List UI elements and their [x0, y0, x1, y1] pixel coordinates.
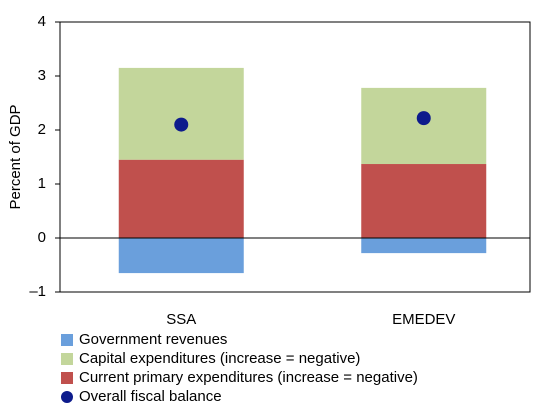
point	[416, 111, 431, 126]
bar-segment	[361, 164, 487, 238]
y-tick-label: –1	[29, 283, 46, 300]
y-tick-label: 3	[38, 67, 46, 84]
y-tick-label: 0	[38, 229, 46, 246]
legend-label: Overall fiscal balance	[79, 388, 222, 405]
bar-segment	[118, 67, 244, 160]
legend-label: Current primary expenditures (increase =…	[79, 369, 418, 386]
x-tick-label: EMEDEV	[392, 311, 455, 328]
bar-segment	[118, 238, 244, 274]
y-tick-label: 1	[38, 175, 46, 192]
x-tick-label: SSA	[166, 311, 196, 328]
y-tick-label: 2	[38, 121, 46, 138]
legend-swatch	[61, 391, 73, 403]
y-axis-label: Percent of GDP	[7, 104, 24, 209]
bar-segment	[361, 87, 487, 165]
bar-segment	[361, 238, 487, 254]
legend-label: Capital expenditures (increase = negativ…	[79, 350, 360, 367]
legend-swatch	[61, 334, 73, 346]
y-tick-label: 4	[38, 13, 46, 30]
legend-swatch	[61, 353, 73, 365]
legend-label: Government revenues	[79, 331, 227, 348]
legend-swatch	[61, 372, 73, 384]
bar-segment	[118, 159, 244, 238]
plot-frame	[59, 21, 531, 293]
point	[174, 117, 189, 132]
